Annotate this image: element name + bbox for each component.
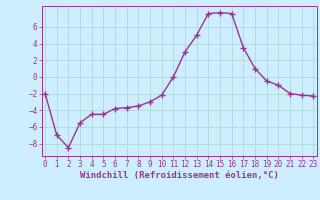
X-axis label: Windchill (Refroidissement éolien,°C): Windchill (Refroidissement éolien,°C) — [80, 171, 279, 180]
